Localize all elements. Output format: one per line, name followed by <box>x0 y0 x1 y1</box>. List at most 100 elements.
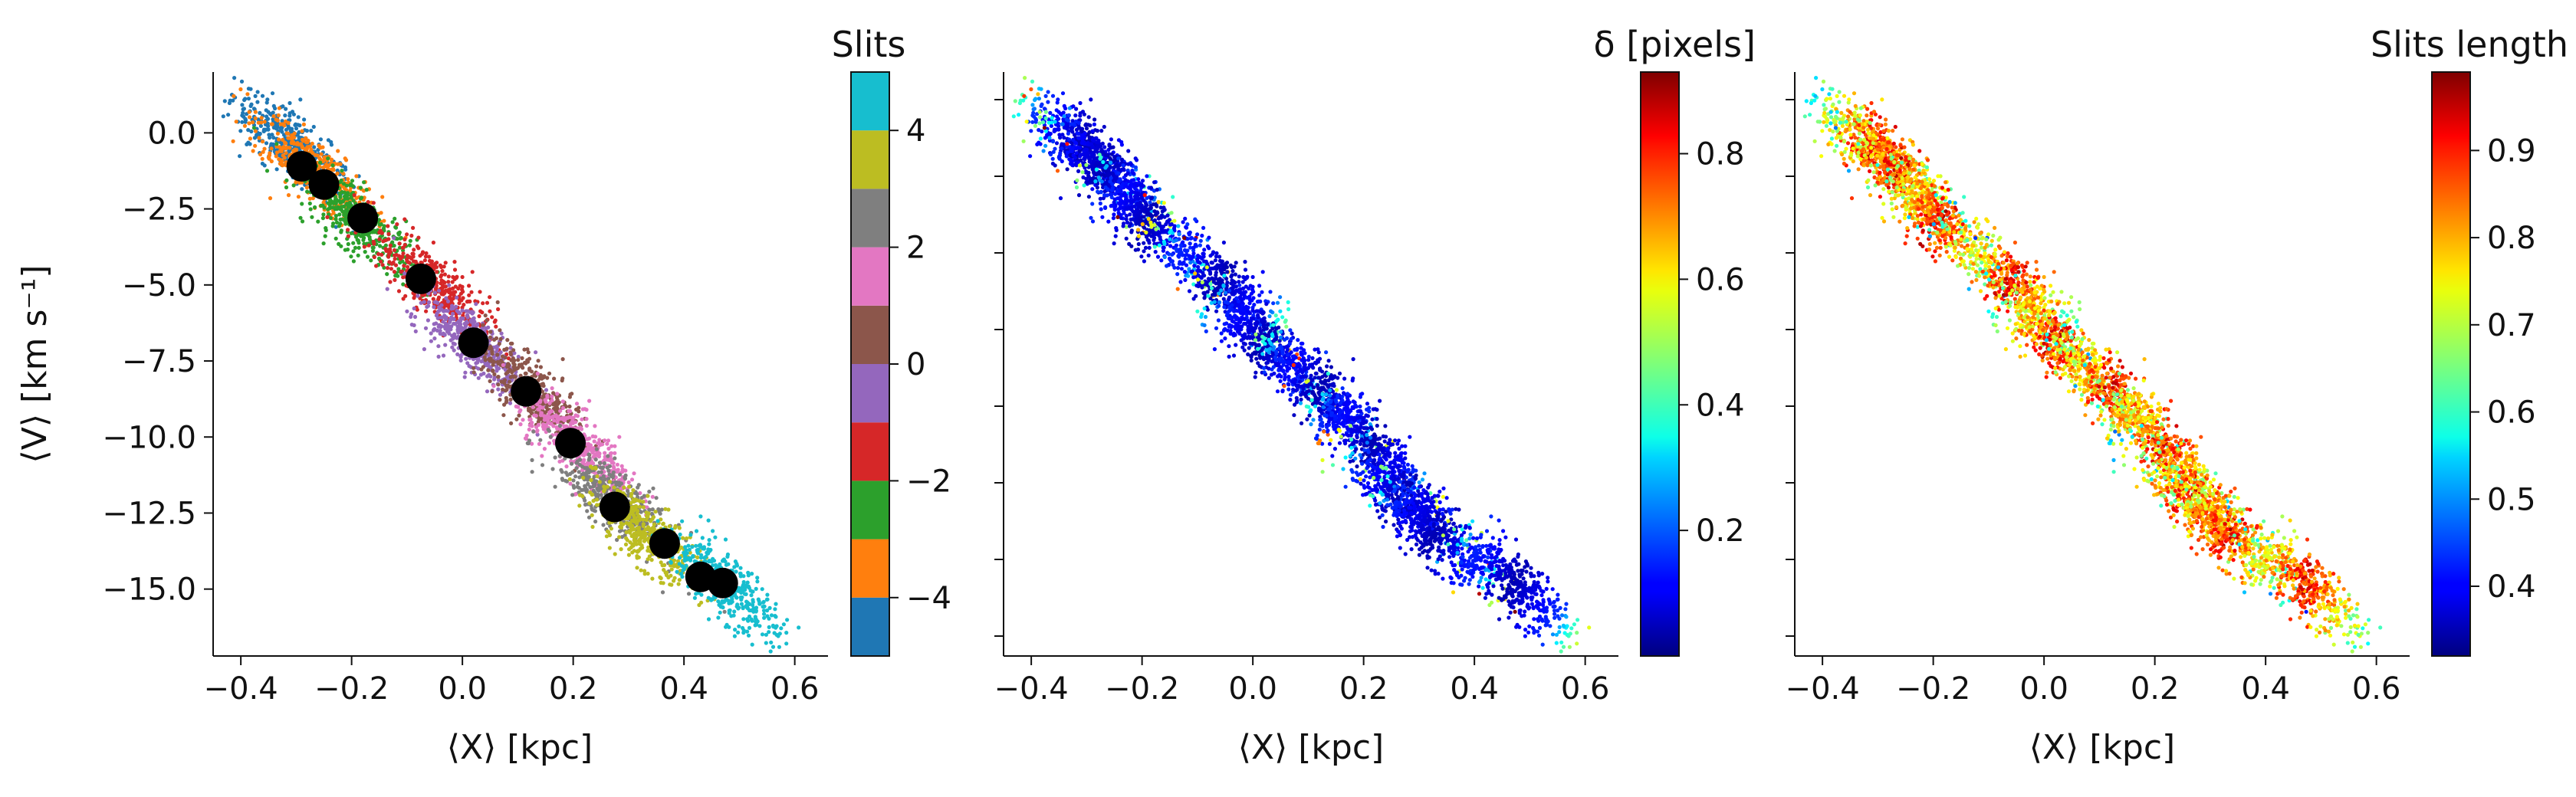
data-point <box>1136 177 1141 182</box>
data-point <box>439 278 444 283</box>
data-point <box>567 477 572 481</box>
data-point <box>465 313 470 317</box>
data-point <box>330 163 335 168</box>
data-point <box>767 630 771 635</box>
data-point <box>530 470 534 474</box>
data-point <box>488 335 493 339</box>
data-point <box>337 212 342 217</box>
data-point <box>500 354 505 359</box>
data-point <box>324 226 328 231</box>
data-point <box>1074 141 1079 146</box>
data-point <box>1046 90 1050 94</box>
data-point <box>1040 102 1044 107</box>
data-point <box>270 91 275 96</box>
data-point <box>253 143 258 148</box>
data-point <box>666 507 671 512</box>
data-point <box>238 129 243 133</box>
data-point <box>498 398 502 402</box>
data-point <box>706 617 711 622</box>
data-point <box>346 241 350 247</box>
data-point <box>221 114 225 119</box>
data-point <box>396 267 401 271</box>
data-point <box>618 472 623 477</box>
data-point <box>738 566 743 570</box>
data-point <box>258 152 263 157</box>
data-point <box>732 609 737 614</box>
data-point <box>294 126 299 131</box>
data-point <box>586 458 591 462</box>
data-point <box>635 511 639 516</box>
data-point <box>365 254 370 259</box>
data-point <box>606 446 611 451</box>
data-point <box>494 364 499 369</box>
data-point <box>743 585 748 590</box>
data-point <box>406 264 410 269</box>
data-point <box>567 404 572 409</box>
data-point <box>279 140 284 146</box>
data-point <box>240 120 245 124</box>
data-point <box>495 359 500 364</box>
data-point <box>546 418 550 423</box>
data-point <box>536 422 541 428</box>
data-point <box>264 114 269 119</box>
x-tick-label: −0.2 <box>314 671 389 707</box>
data-point <box>672 579 676 583</box>
mean-point <box>347 202 379 234</box>
data-point <box>683 545 688 549</box>
data-point <box>358 196 363 201</box>
data-point <box>255 90 260 94</box>
data-point <box>282 156 287 160</box>
data-point <box>750 642 754 647</box>
data-point <box>523 371 527 376</box>
data-point <box>540 425 545 429</box>
data-point <box>297 180 302 185</box>
data-point <box>262 120 267 124</box>
data-point <box>426 303 431 308</box>
data-point <box>340 217 344 221</box>
data-point <box>518 373 523 378</box>
colorbar-segment <box>851 72 889 131</box>
colorbar-segment <box>851 247 889 306</box>
data-point <box>779 626 784 631</box>
data-point <box>547 415 552 420</box>
data-point <box>741 589 745 594</box>
data-point <box>504 346 509 351</box>
data-point <box>595 474 600 479</box>
data-point <box>1011 114 1016 119</box>
data-point <box>620 470 625 474</box>
data-point <box>613 444 617 448</box>
data-point <box>466 309 471 313</box>
data-point <box>362 180 366 185</box>
data-point <box>412 248 416 252</box>
data-point <box>234 120 238 124</box>
data-point <box>699 553 704 557</box>
data-point <box>452 348 456 353</box>
data-point <box>446 274 451 279</box>
data-point <box>481 301 485 306</box>
data-point <box>593 424 597 428</box>
data-point <box>531 429 536 434</box>
data-point <box>512 351 517 356</box>
data-point <box>431 297 435 301</box>
data-point <box>300 145 304 149</box>
data-point <box>745 629 750 634</box>
data-point <box>343 208 348 212</box>
data-point <box>1061 110 1066 115</box>
data-point <box>761 599 766 604</box>
data-point <box>280 159 284 163</box>
data-point <box>568 425 573 429</box>
data-point <box>785 618 790 622</box>
data-point <box>338 179 343 184</box>
data-point <box>422 258 428 263</box>
data-point <box>616 481 621 486</box>
mean-point <box>405 263 436 294</box>
data-point <box>706 551 711 556</box>
data-point <box>760 632 765 637</box>
data-point <box>732 634 738 638</box>
data-point <box>385 272 389 277</box>
data-point <box>1040 120 1046 125</box>
data-point <box>1171 195 1175 199</box>
data-point <box>288 146 292 150</box>
data-point <box>472 370 476 375</box>
data-point <box>321 200 326 205</box>
